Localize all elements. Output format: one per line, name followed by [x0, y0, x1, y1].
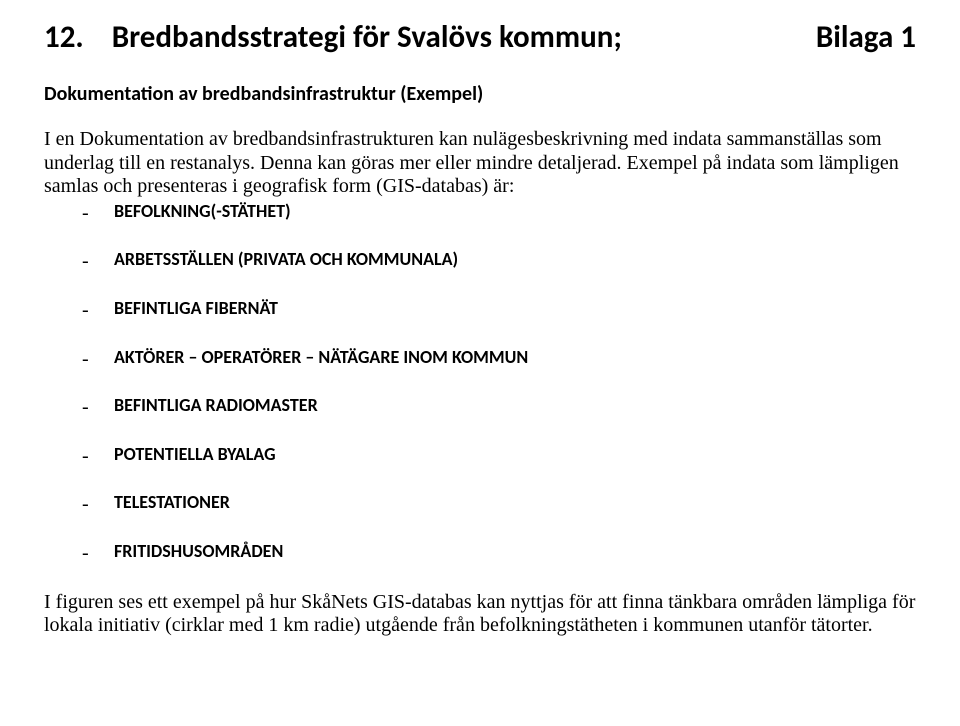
page-title-left: 12. Bredbandsstrategi för Svalövs kommun…	[44, 18, 622, 56]
list-item: BEFINTLIGA FIBERNÄT	[44, 298, 916, 320]
page-title: Bredbandsstrategi för Svalövs kommun;	[112, 18, 622, 56]
appendix-label: Bilaga 1	[816, 18, 916, 56]
section-number: 12.	[44, 18, 84, 56]
list-item: POTENTIELLA BYALAG	[44, 444, 916, 466]
list-item: FRITIDSHUSOMRÅDEN	[44, 541, 916, 563]
footer-paragraph: I figuren ses ett exempel på hur SkåNets…	[44, 591, 916, 638]
list-item: BEFINTLIGA RADIOMASTER	[44, 395, 916, 417]
list-item: TELESTATIONER	[44, 492, 916, 514]
list-item: AKTÖRER – OPERATÖRER – NÄTÄGARE INOM KOM…	[44, 347, 916, 369]
document-page: 12. Bredbandsstrategi för Svalövs kommun…	[0, 0, 960, 678]
intro-paragraph: I en Dokumentation av bredbandsinfrastru…	[44, 128, 916, 199]
list-item: ARBETSSTÄLLEN (PRIVATA OCH KOMMUNALA)	[44, 249, 916, 271]
subheading: Dokumentation av bredbandsinfrastruktur …	[44, 82, 916, 106]
list-item: BEFOLKNING(-STÄTHET)	[44, 201, 916, 223]
page-title-row: 12. Bredbandsstrategi för Svalövs kommun…	[44, 18, 916, 56]
bullet-list: BEFOLKNING(-STÄTHET) ARBETSSTÄLLEN (PRIV…	[44, 201, 916, 563]
